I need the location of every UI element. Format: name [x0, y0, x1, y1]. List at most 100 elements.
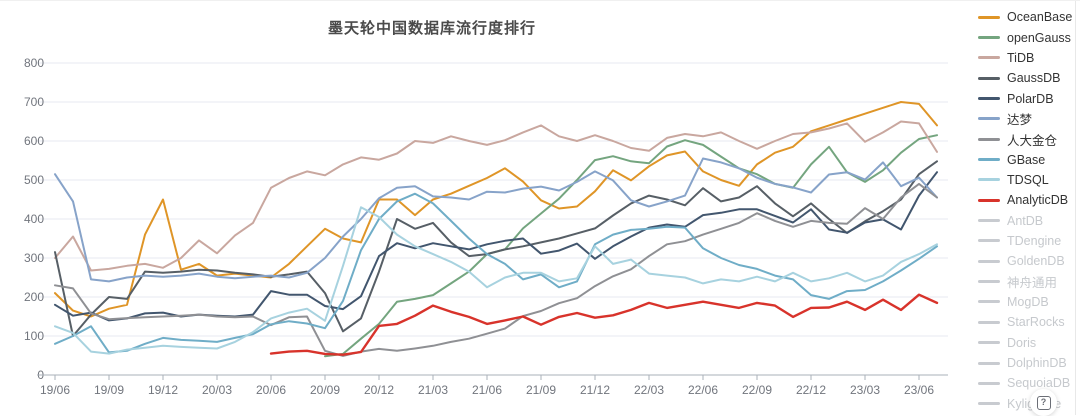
- legend-swatch: [978, 56, 1000, 60]
- svg-text:21/06: 21/06: [472, 383, 502, 397]
- legend-label: 人大金仓: [1007, 133, 1058, 148]
- svg-text:800: 800: [24, 56, 44, 70]
- legend-item-TiDB[interactable]: TiDB: [978, 48, 1078, 68]
- legend-swatch: [978, 259, 1000, 263]
- legend-swatch: [978, 381, 1000, 385]
- legend-label: Doris: [1007, 335, 1037, 350]
- legend-item-达梦[interactable]: 达梦: [978, 109, 1078, 129]
- legend-item-TDSQL[interactable]: TDSQL: [978, 170, 1078, 190]
- svg-text:21/03: 21/03: [418, 383, 448, 397]
- svg-text:600: 600: [24, 134, 44, 148]
- legend-swatch: [978, 97, 1000, 101]
- svg-text:20/09: 20/09: [310, 383, 340, 397]
- legend-label: TDSQL: [1007, 172, 1049, 187]
- series-line-AnalyticDB[interactable]: [269, 293, 939, 356]
- legend-item-MogDB[interactable]: MogDB: [978, 292, 1078, 312]
- legend-swatch: [978, 320, 1000, 324]
- legend-swatch: [978, 239, 1000, 243]
- svg-text:22/06: 22/06: [688, 383, 718, 397]
- legend-label: OceanBase: [1007, 10, 1073, 25]
- legend-swatch: [978, 341, 1000, 345]
- svg-text:19/06: 19/06: [40, 383, 70, 397]
- legend-label: MogDB: [1007, 294, 1049, 309]
- series-line-OceanBase[interactable]: [54, 101, 938, 318]
- legend-label: DolphinDB: [1007, 356, 1067, 371]
- legend-item-GBase[interactable]: GBase: [978, 149, 1078, 169]
- legend-swatch: [978, 137, 1000, 141]
- legend-swatch: [978, 36, 1000, 40]
- legend-label: AnalyticDB: [1007, 193, 1069, 208]
- legend-label: SequoiaDB: [1007, 376, 1071, 391]
- legend-label: TDengine: [1007, 233, 1062, 248]
- chart-title: 墨天轮中国数据库流行度排行: [327, 20, 536, 37]
- legend-item-OceanBase[interactable]: OceanBase: [978, 7, 1078, 27]
- legend-item-神舟通用[interactable]: 神舟通用: [978, 271, 1078, 291]
- series-line-达梦[interactable]: [54, 157, 938, 283]
- svg-text:21/09: 21/09: [526, 383, 556, 397]
- legend-item-GoldenDB[interactable]: GoldenDB: [978, 251, 1078, 271]
- legend-label: AntDB: [1007, 213, 1044, 228]
- series-line-PolarDB[interactable]: [54, 171, 938, 322]
- series-line-openGauss[interactable]: [324, 134, 938, 358]
- legend-swatch: [978, 158, 1000, 162]
- right-edge-divider: [1075, 1, 1076, 415]
- legend-label: GBase: [1007, 152, 1046, 167]
- svg-text:400: 400: [24, 212, 44, 226]
- legend-item-SequoiaDB[interactable]: SequoiaDB: [978, 373, 1078, 393]
- svg-text:100: 100: [24, 329, 44, 343]
- svg-text:19/12: 19/12: [148, 383, 178, 397]
- svg-text:21/12: 21/12: [580, 383, 610, 397]
- legend-item-人大金仓[interactable]: 人大金仓: [978, 129, 1078, 149]
- legend-label: StarRocks: [1007, 315, 1065, 330]
- chart-legend: OceanBase openGauss TiDB GaussDB PolarDB 达梦人大…: [978, 7, 1078, 414]
- svg-text:22/12: 22/12: [796, 383, 826, 397]
- svg-text:700: 700: [24, 95, 44, 109]
- series-line-人大金仓[interactable]: [54, 182, 938, 357]
- legend-label: PolarDB: [1007, 91, 1054, 106]
- legend-swatch: [978, 361, 1000, 365]
- svg-text:19/09: 19/09: [94, 383, 124, 397]
- legend-item-StarRocks[interactable]: StarRocks: [978, 312, 1078, 332]
- legend-item-GaussDB[interactable]: GaussDB: [978, 68, 1078, 88]
- legend-label: 神舟通用: [1007, 276, 1058, 291]
- svg-text:300: 300: [24, 251, 44, 265]
- legend-swatch: [978, 198, 1000, 202]
- legend-label: 达梦: [1007, 113, 1033, 128]
- legend-swatch: [978, 280, 1000, 284]
- series-line-GaussDB[interactable]: [54, 160, 938, 337]
- svg-text:20/03: 20/03: [202, 383, 232, 397]
- legend-label: GaussDB: [1007, 71, 1061, 86]
- legend-label: GoldenDB: [1007, 254, 1065, 269]
- legend-item-AnalyticDB[interactable]: AnalyticDB: [978, 190, 1078, 210]
- legend-item-Kyligence[interactable]: Kyligence: [978, 394, 1078, 414]
- boxed-question-icon: ?: [1036, 395, 1051, 410]
- svg-text:22/09: 22/09: [742, 383, 772, 397]
- legend-item-AntDB[interactable]: AntDB: [978, 210, 1078, 230]
- series-line-GBase[interactable]: [54, 192, 938, 354]
- legend-swatch: [978, 219, 1000, 223]
- legend-swatch: [978, 300, 1000, 304]
- legend-swatch: [978, 76, 1000, 80]
- svg-text:20/06: 20/06: [256, 383, 286, 397]
- svg-text:22/03: 22/03: [634, 383, 664, 397]
- svg-text:20/12: 20/12: [364, 383, 394, 397]
- legend-label: openGauss: [1007, 30, 1071, 45]
- series-line-TiDB[interactable]: [54, 120, 938, 272]
- svg-text:23/03: 23/03: [850, 383, 880, 397]
- legend-item-TDengine[interactable]: TDengine: [978, 231, 1078, 251]
- svg-text:23/06: 23/06: [904, 383, 934, 397]
- series-line-TDSQL[interactable]: [54, 206, 938, 355]
- legend-swatch: [978, 178, 1000, 182]
- legend-item-DolphinDB[interactable]: DolphinDB: [978, 353, 1078, 373]
- legend-item-PolarDB[interactable]: PolarDB: [978, 88, 1078, 108]
- svg-text:200: 200: [24, 290, 44, 304]
- help-button[interactable]: ?: [1030, 389, 1057, 416]
- legend-swatch: [978, 402, 1000, 406]
- legend-item-Doris[interactable]: Doris: [978, 333, 1078, 353]
- legend-item-openGauss[interactable]: openGauss: [978, 27, 1078, 47]
- legend-swatch: [978, 15, 1000, 19]
- svg-text:500: 500: [24, 173, 44, 187]
- legend-swatch: [978, 117, 1000, 121]
